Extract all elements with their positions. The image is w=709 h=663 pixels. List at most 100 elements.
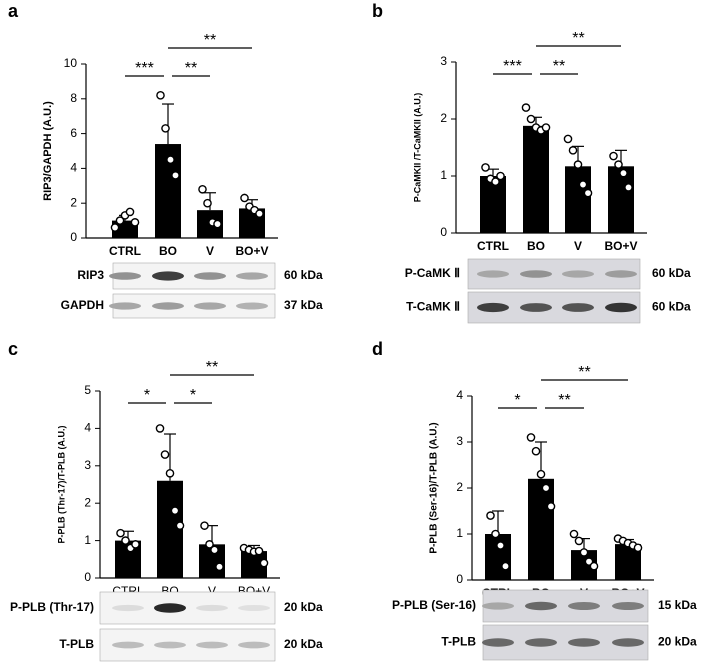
panel-label: d [372,339,383,359]
data-point [170,506,180,515]
significance-label: ** [578,364,590,381]
y-tick-label: 3 [440,54,447,68]
data-point [541,123,551,132]
data-point [531,446,541,456]
blot-band [154,641,186,649]
blot-label: P-CaMK Ⅱ [405,266,460,280]
data-point [583,188,593,198]
blot-band [112,604,144,612]
blot-size: 37 kDa [284,298,323,312]
data-point [563,134,573,144]
data-point [155,424,165,433]
blot-label: T-PLB [59,637,94,651]
data-point [254,546,264,556]
data-point [589,561,599,571]
blot-band [568,638,600,647]
blot-band [605,302,637,313]
blot-size: 20 kDa [284,600,323,614]
blot-band [112,641,144,649]
bar [485,534,511,580]
y-tick-label: 2 [456,480,463,494]
significance-label: ** [553,58,565,75]
data-point [546,502,556,511]
blot-size: 60 kDa [652,266,691,280]
data-point [160,450,170,459]
x-tick-label: BO [527,239,545,253]
blot-band [477,302,509,313]
y-tick-label: 0 [456,572,463,586]
y-tick-label: 5 [84,383,91,397]
blot-band [194,302,226,310]
y-tick-label: 4 [456,388,463,402]
bar [480,176,506,233]
y-axis-label: P-CaMKII /T-CaMKII (A.U.) [412,93,422,203]
blot-band [236,272,268,280]
x-tick-label: V [208,584,216,598]
blot-band [520,303,552,312]
significance-label: ** [185,60,197,77]
x-tick-label: V [206,244,214,258]
blot-band [238,641,270,649]
data-point [198,184,207,194]
data-point [116,528,125,538]
blot-size: 60 kDa [284,268,323,282]
data-point [156,91,165,100]
data-point [259,558,269,568]
data-point [213,219,222,229]
blot-band [152,302,184,310]
x-tick-label: BO+V [604,239,637,253]
blot-label: GAPDH [61,298,104,312]
x-tick-label: V [574,239,582,253]
y-tick-label: 10 [64,56,78,70]
data-point [568,146,578,155]
significance-label: ** [206,359,218,376]
data-point [578,180,588,189]
data-point [481,163,490,172]
significance-label: * [144,387,150,404]
blot-label: RIP3 [77,268,104,282]
y-tick-label: 6 [70,126,77,140]
blot-band [612,602,644,610]
data-point [121,536,130,545]
y-tick-label: 3 [84,458,91,472]
x-tick-label: CTRL [109,244,141,258]
blot-band [562,270,594,278]
y-tick-label: 2 [440,111,447,125]
data-point [579,548,589,557]
blot-band [154,603,186,613]
blot-band [109,302,141,310]
bar [523,125,549,233]
data-point [496,541,505,550]
blot-label: P-PLB (Thr-17) [10,600,94,614]
significance-label: * [190,387,196,404]
y-tick-label: 0 [440,225,447,239]
panel-label: b [372,1,383,21]
data-point [255,209,264,218]
data-point [131,540,140,549]
data-point [526,114,536,124]
blot-size: 20 kDa [284,637,323,651]
significance-label: * [514,392,520,409]
y-label-group: P-CaMKII /T-CaMKII (A.U.) [412,93,422,203]
data-point [574,536,584,546]
data-point [569,529,579,539]
x-tick-label: BO [159,244,177,258]
data-point [491,177,500,186]
y-axis-label: P-PLB (Thr-17)/T-PLB (A.U.) [56,426,66,544]
blot-size: 60 kDa [652,300,691,314]
blot-band [194,272,226,280]
data-point [496,171,505,181]
data-point [215,562,224,572]
blot-band [236,302,268,310]
blot-band [477,270,509,278]
blot-band [238,604,270,612]
blot-band [568,602,600,610]
bar [565,166,591,233]
significance-label: ** [572,30,584,47]
data-point [205,540,214,549]
y-tick-label: 2 [84,495,91,509]
y-tick-label: 4 [84,421,91,435]
blot-band [152,271,184,281]
blot-band [109,272,141,280]
